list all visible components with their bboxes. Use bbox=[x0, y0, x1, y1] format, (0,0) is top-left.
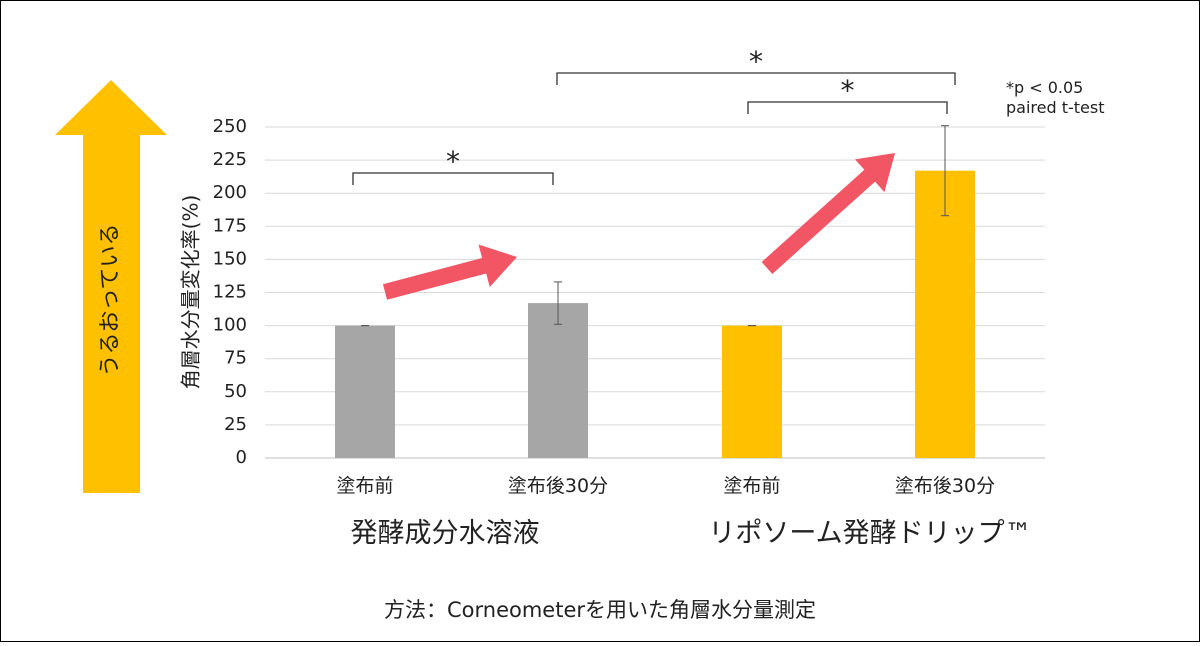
y-tick-label: 200 bbox=[213, 182, 247, 203]
group-label: リポソーム発酵ドリップ™ bbox=[708, 518, 1031, 549]
significance-mark: * bbox=[841, 74, 855, 107]
x-tick-label: 塗布後30分 bbox=[895, 474, 995, 497]
y-axis-label: 角層水分量変化率(%) bbox=[179, 195, 203, 390]
significance-mark: * bbox=[749, 45, 763, 78]
group-label: 発酵成分水溶液 bbox=[351, 518, 540, 549]
significance-bracket bbox=[556, 72, 956, 85]
trend-arrow bbox=[382, 244, 517, 300]
bar bbox=[915, 170, 975, 458]
y-tick-label: 150 bbox=[213, 248, 247, 269]
y-tick-label: 100 bbox=[213, 315, 247, 336]
x-tick-label: 塗布前 bbox=[336, 474, 393, 497]
method-note: 方法：Corneometerを用いた角層水分量測定 bbox=[384, 598, 816, 622]
y-tick-label: 250 bbox=[213, 116, 247, 137]
y-tick-label: 125 bbox=[213, 282, 247, 303]
significance-bracket bbox=[352, 172, 554, 185]
arrow-label: うるおっている bbox=[98, 224, 123, 377]
y-tick-label: 0 bbox=[236, 447, 247, 468]
bar bbox=[722, 325, 782, 458]
x-tick-label: 塗布前 bbox=[723, 474, 780, 497]
significance-bracket bbox=[747, 101, 948, 114]
trend-arrow bbox=[761, 153, 895, 274]
error-bar bbox=[941, 125, 949, 217]
y-tick-label: 25 bbox=[224, 414, 247, 435]
y-tick-label: 75 bbox=[224, 348, 247, 369]
y-tick-label: 50 bbox=[224, 381, 247, 402]
x-tick-label: 塗布後30分 bbox=[508, 474, 608, 497]
big-arrow bbox=[55, 80, 167, 493]
y-tick-label: 175 bbox=[213, 215, 247, 236]
note: *p < 0.05 bbox=[1006, 78, 1083, 97]
bar bbox=[335, 325, 395, 458]
significance-mark: * bbox=[446, 145, 460, 178]
bar bbox=[528, 303, 588, 458]
y-tick-label: 225 bbox=[213, 149, 247, 170]
note: paired t-test bbox=[1006, 98, 1105, 117]
error-bar bbox=[554, 281, 562, 325]
